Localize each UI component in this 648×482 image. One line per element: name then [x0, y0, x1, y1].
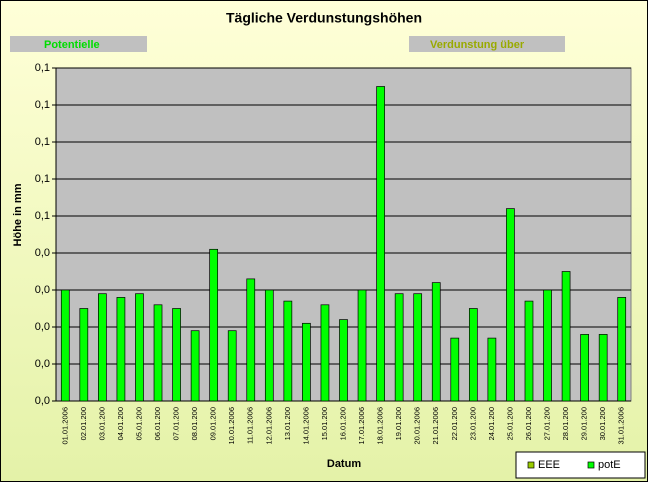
x-tick-label: 05.01.200 — [134, 407, 143, 440]
legend-swatch — [527, 461, 535, 469]
bar — [431, 282, 441, 402]
bar — [246, 278, 256, 402]
bar — [394, 293, 404, 402]
chart-title: Tägliche Verdunstungshöhen — [226, 10, 422, 26]
bar — [413, 293, 423, 402]
x-tick-label: 30.01.200 — [598, 407, 607, 440]
bar — [506, 208, 515, 402]
x-tick-label: 16.01.200 — [338, 407, 347, 440]
x-tick-label: 23.01.200 — [468, 407, 477, 440]
x-tick-label: 27.01.200 — [543, 407, 552, 440]
y-tick-label: 0,1 — [35, 62, 50, 74]
y-tick-label: 0,0 — [35, 284, 50, 296]
bar — [209, 248, 219, 402]
x-tick-label: 14.01.2006 — [301, 407, 310, 445]
bar — [617, 297, 627, 402]
bar — [98, 293, 107, 402]
bar — [135, 293, 144, 402]
x-tick-label: 31.01.2006 — [617, 407, 626, 445]
annotation: Verdunstung über — [430, 39, 525, 51]
x-tick-label: 13.01.200 — [283, 407, 292, 440]
x-tick-label: 06.01.200 — [153, 407, 162, 440]
bar — [561, 271, 571, 402]
x-tick-label: 12.01.2006 — [264, 407, 273, 445]
bar — [320, 304, 330, 402]
x-tick-label: 28.01.200 — [561, 407, 570, 440]
bar — [283, 300, 293, 402]
legend — [515, 451, 646, 479]
y-tick-label: 0,0 — [35, 358, 50, 370]
bar — [339, 319, 348, 402]
x-tick-label: 29.01.200 — [580, 407, 589, 440]
bar — [153, 304, 163, 402]
bar — [543, 289, 552, 402]
x-tick-label: 25.01.200 — [505, 407, 514, 440]
bar — [264, 289, 274, 402]
x-tick-label: 02.01.200 — [79, 407, 88, 440]
x-tick-label: 19.01.200 — [394, 407, 403, 440]
y-tick-label: 0,0 — [35, 247, 50, 259]
x-tick-label: 21.01.2006 — [431, 407, 440, 445]
bar — [172, 308, 181, 402]
bar — [487, 337, 497, 402]
bar — [116, 297, 126, 402]
bar — [302, 322, 311, 402]
legend-label: potE — [598, 459, 621, 471]
legend-swatch — [587, 461, 595, 469]
bar — [60, 289, 70, 402]
bar — [190, 330, 200, 402]
y-tick-label: 0,1 — [35, 136, 50, 148]
x-tick-label: 01.01.2006 — [60, 407, 69, 445]
bar — [450, 337, 460, 402]
annotation: Potentielle — [44, 39, 100, 51]
x-tick-label: 10.01.2006 — [227, 407, 236, 445]
annotation-box — [409, 36, 565, 52]
legend-label: EEE — [538, 459, 560, 471]
x-tick-label: 22.01.200 — [450, 407, 459, 440]
x-tick-label: 08.01.200 — [190, 407, 199, 440]
y-tick-label: 0,0 — [35, 321, 50, 333]
x-tick-label: 11.01.2006 — [246, 407, 255, 444]
bar — [580, 334, 589, 402]
bar — [376, 86, 385, 402]
bar — [357, 289, 367, 402]
x-tick-label: 07.01.200 — [172, 407, 181, 440]
x-tick-label: 26.01.200 — [524, 407, 533, 440]
bar — [468, 308, 478, 402]
annotation-box — [10, 36, 147, 52]
x-tick-label: 17.01.2006 — [357, 407, 366, 445]
x-tick-label: 18.01.2006 — [376, 407, 385, 445]
y-tick-label: 0,1 — [35, 99, 50, 111]
x-tick-label: 15.01.200 — [320, 407, 329, 440]
x-tick-label: 24.01.200 — [487, 407, 496, 440]
x-axis-title: Datum — [327, 458, 361, 470]
bar — [227, 330, 237, 402]
x-tick-label: 03.01.200 — [97, 407, 106, 440]
x-tick-label: 20.01.2006 — [413, 407, 422, 445]
x-tick-label: 04.01.200 — [116, 407, 125, 440]
y-tick-label: 0,1 — [35, 173, 50, 185]
x-tick-label: 09.01.200 — [209, 407, 218, 440]
y-tick-label: 0,0 — [35, 395, 50, 407]
y-tick-label: 0,1 — [35, 210, 50, 222]
y-axis-title: Höhe in mm — [12, 183, 24, 246]
bar — [79, 308, 89, 402]
bar — [524, 300, 534, 402]
bar — [598, 334, 608, 402]
